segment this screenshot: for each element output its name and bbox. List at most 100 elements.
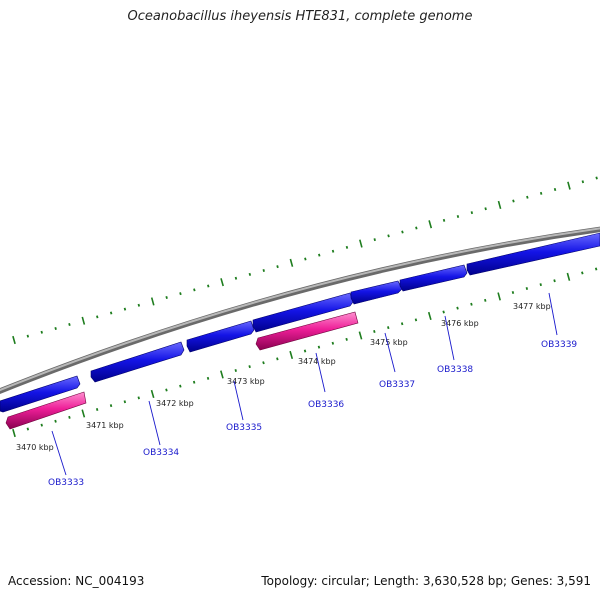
minor-tick: [165, 388, 168, 392]
minor-tick: [525, 287, 529, 291]
minor-tick: [68, 415, 71, 419]
gene-label[interactable]: OB3339: [541, 340, 577, 350]
major-tick: [497, 200, 502, 210]
kbp-label: 3477 kbp: [513, 302, 551, 311]
major-tick: [220, 278, 224, 287]
minor-tick: [165, 296, 168, 300]
major-tick: [427, 311, 432, 321]
minor-tick: [95, 408, 99, 412]
kbp-label: 3476 kbp: [441, 319, 479, 328]
minor-tick: [262, 269, 265, 273]
minor-tick: [526, 195, 529, 199]
outer-tick-track: [12, 176, 598, 345]
minor-tick: [595, 176, 598, 180]
genome-summary-text: Topology: circular; Length: 3,630,528 bp…: [261, 574, 591, 588]
minor-tick: [192, 380, 196, 384]
gene-feature-forward[interactable]: [0, 375, 81, 413]
minor-tick: [511, 290, 515, 294]
minor-tick: [484, 298, 487, 302]
gene-label[interactable]: OB3338: [437, 365, 473, 375]
minor-tick: [553, 187, 557, 192]
minor-tick: [387, 326, 390, 330]
minor-tick: [54, 326, 57, 330]
accession-text: Accession: NC_004193: [8, 574, 145, 588]
gene-label[interactable]: OB3335: [226, 423, 262, 433]
minor-tick: [373, 330, 376, 334]
kbp-label: 3474 kbp: [298, 357, 336, 366]
gene-feature-forward[interactable]: [350, 280, 403, 305]
minor-tick: [234, 276, 238, 280]
minor-tick: [400, 322, 404, 326]
genome-backbone-highlight: [0, 227, 600, 392]
minor-tick: [68, 323, 71, 327]
major-tick: [81, 409, 86, 418]
minor-tick: [276, 265, 279, 269]
minor-tick: [123, 400, 127, 404]
kbp-label: 3471 kbp: [86, 421, 124, 430]
minor-tick: [470, 211, 474, 215]
minor-tick: [512, 199, 515, 203]
gene-feature-reverse[interactable]: [255, 311, 359, 351]
minor-tick: [137, 396, 140, 400]
minor-tick: [276, 357, 279, 361]
gene-label[interactable]: OB3333: [48, 478, 84, 488]
major-tick: [12, 428, 16, 438]
minor-tick: [442, 310, 445, 314]
major-tick: [289, 350, 294, 360]
gene-feature-forward[interactable]: [466, 232, 600, 276]
gene-label[interactable]: OB3336: [308, 400, 344, 410]
leader-line: [233, 380, 244, 421]
gene-feature-forward[interactable]: [399, 264, 468, 292]
minor-tick: [414, 318, 418, 322]
minor-tick: [304, 257, 307, 261]
minor-tick: [137, 303, 141, 307]
major-tick: [566, 272, 571, 281]
kbp-label: 3472 kbp: [156, 399, 194, 408]
minor-tick: [40, 330, 43, 334]
major-tick: [497, 292, 501, 301]
major-tick: [81, 316, 86, 325]
minor-tick: [594, 267, 598, 271]
leader-line: [51, 430, 67, 476]
minor-tick: [373, 238, 376, 242]
minor-tick: [40, 423, 43, 427]
minor-tick: [248, 365, 251, 369]
minor-tick: [96, 315, 99, 319]
major-tick: [150, 297, 155, 306]
leader-line: [444, 315, 455, 361]
minor-tick: [179, 384, 182, 388]
minor-tick: [345, 245, 349, 249]
minor-tick: [442, 218, 446, 222]
forward-gene-track: [0, 232, 600, 413]
minor-tick: [331, 249, 335, 253]
leader-line: [148, 400, 161, 446]
gene-feature-reverse[interactable]: [5, 391, 87, 430]
gene-feature-forward[interactable]: [252, 292, 354, 333]
minor-tick: [54, 419, 57, 423]
minor-tick: [470, 302, 473, 306]
leader-line: [548, 292, 558, 336]
major-tick: [358, 331, 363, 340]
minor-tick: [303, 349, 307, 353]
gene-labels: OB3333 OB3334 OB3335 OB3336 OB3337 OB333…: [48, 340, 577, 488]
gene-feature-forward[interactable]: [90, 341, 185, 383]
gene-label[interactable]: OB3337: [379, 380, 415, 390]
major-tick: [359, 239, 363, 248]
major-tick: [150, 389, 155, 399]
minor-tick: [539, 283, 542, 287]
minor-tick: [581, 271, 584, 275]
major-tick: [428, 220, 433, 229]
minor-tick: [456, 306, 459, 310]
minor-tick: [26, 334, 30, 338]
minor-tick: [484, 207, 487, 211]
minor-tick: [317, 345, 321, 349]
minor-tick: [234, 369, 237, 373]
minor-tick: [262, 361, 265, 365]
gene-leader-lines: [51, 292, 558, 476]
gene-label[interactable]: OB3334: [143, 448, 179, 458]
gene-feature-forward[interactable]: [186, 320, 255, 353]
kbp-label: 3473 kbp: [227, 377, 265, 386]
leader-line: [384, 332, 396, 373]
